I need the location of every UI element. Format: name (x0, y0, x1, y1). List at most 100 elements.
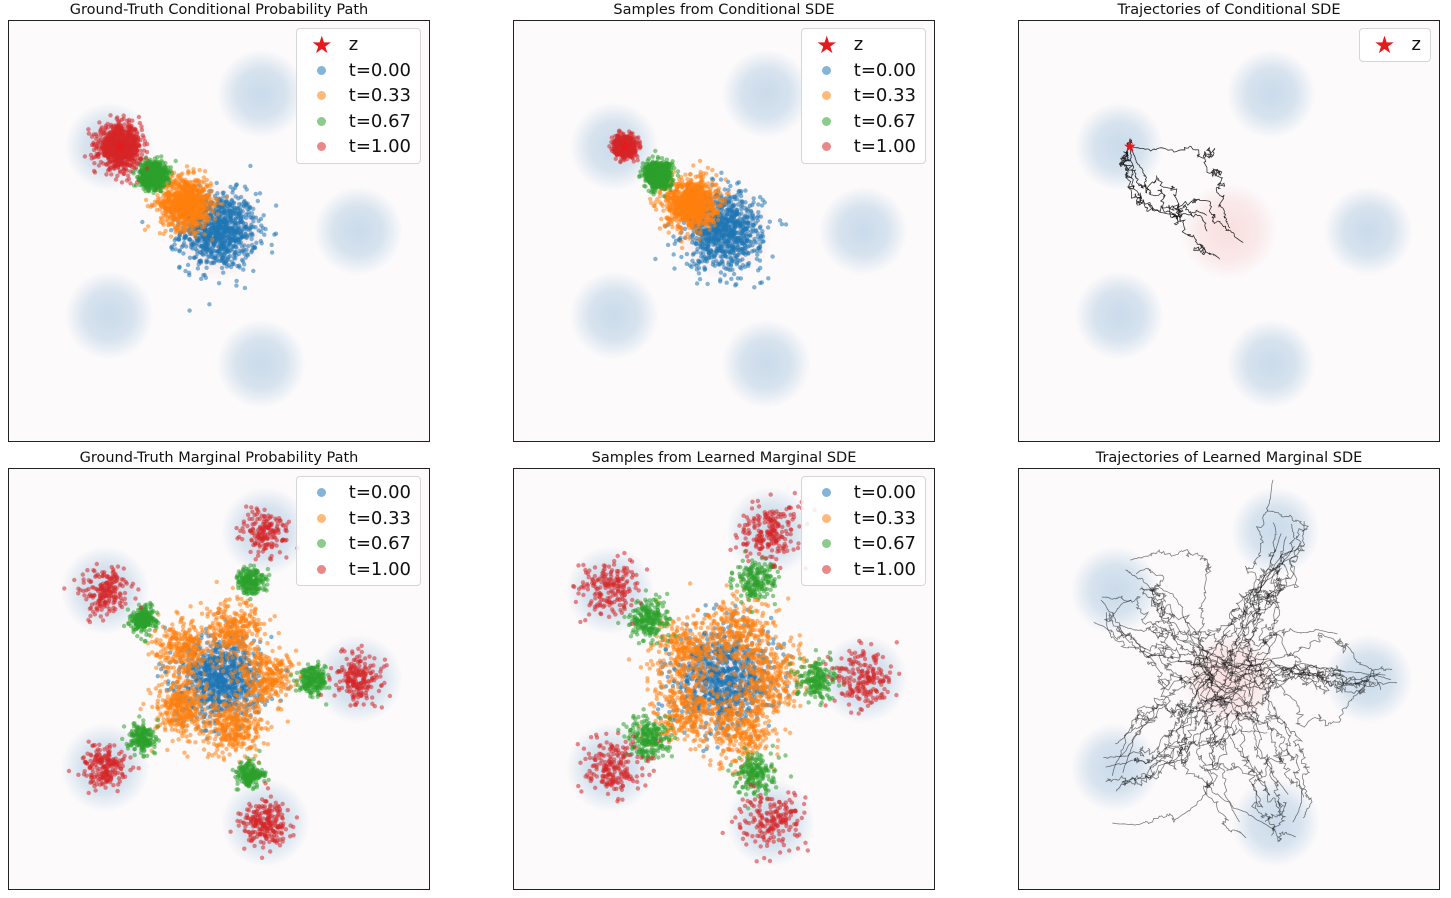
scatter-point (234, 182, 239, 187)
scatter-point (761, 239, 766, 244)
scatter-point (169, 201, 174, 206)
scatter-point (228, 202, 233, 207)
scatter-point (204, 195, 209, 200)
scatter-point (212, 255, 217, 261)
scatter-point (220, 255, 226, 260)
scatter-point (163, 160, 168, 166)
scatter-point (192, 255, 197, 260)
scatter-point (199, 276, 204, 281)
scatter-point (220, 219, 225, 225)
scatter-point (249, 248, 255, 253)
scatter-point (759, 280, 764, 285)
scatter-point (259, 223, 264, 228)
scatter-point (245, 234, 250, 239)
scatter-point (726, 187, 731, 193)
scatter-point (95, 134, 100, 139)
scatter-point (143, 197, 149, 203)
scatter-point (161, 194, 166, 199)
target-mode-density (216, 319, 306, 409)
scatter-point (235, 206, 241, 211)
scatter-point (736, 218, 741, 223)
scatter-point (700, 241, 705, 247)
scatter-point (199, 250, 204, 255)
scatter-point (124, 178, 130, 183)
scatter-point (114, 125, 120, 130)
scatter-point (204, 177, 209, 183)
data-layer (607, 128, 789, 290)
scatter-point (735, 181, 740, 186)
scatter-point (197, 167, 202, 173)
scatter-point (108, 167, 113, 172)
scatter-point (107, 135, 113, 141)
scatter-point (92, 141, 97, 147)
legend-item-t2: t=0.67 (305, 109, 411, 135)
scatter-point (221, 270, 226, 275)
scatter-point (212, 201, 217, 206)
scatter-point (89, 156, 95, 161)
scatter-point (171, 191, 176, 196)
scatter-point (174, 190, 179, 196)
scatter-point (653, 207, 659, 212)
scatter-point (187, 237, 192, 242)
scatter-point (169, 171, 175, 176)
scatter-point (186, 199, 191, 204)
scatter-point (187, 230, 192, 235)
scatter-point (116, 152, 121, 157)
scatter-point (191, 185, 196, 190)
scatter-point (159, 203, 164, 209)
scatter-point (137, 170, 142, 175)
scatter-point (109, 152, 115, 157)
scatter-point (172, 242, 177, 247)
panel-gt-conditional: Ground-Truth Conditional Probability Pat… (8, 0, 430, 442)
scatter-point (121, 133, 126, 138)
scatter-point (748, 233, 753, 238)
scatter-point (226, 234, 231, 240)
scatter-point (191, 218, 196, 224)
scatter-point (258, 216, 264, 222)
scatter-point (157, 231, 163, 236)
scatter-point (232, 221, 238, 226)
scatter-point (157, 196, 162, 201)
scatter-point (117, 119, 122, 124)
scatter-point (712, 252, 718, 258)
scatter-point (705, 165, 711, 171)
scatter-point (648, 196, 653, 202)
scatter-point (227, 253, 233, 259)
scatter-point (705, 238, 710, 243)
scatter-point (752, 285, 757, 290)
scatter-point (224, 195, 229, 200)
scatter-point (249, 236, 254, 242)
scatter-point (683, 172, 688, 177)
scatter-point (710, 167, 715, 173)
scatter-point (240, 244, 245, 249)
scatter-point (216, 281, 222, 286)
target-mode-density (313, 186, 403, 276)
scatter-point (166, 180, 172, 186)
scatter-point (129, 161, 135, 167)
scatter-point (166, 190, 171, 196)
scatter-point (104, 172, 109, 177)
scatter-point (705, 281, 710, 287)
scatter-point (121, 171, 127, 176)
scatter-point (102, 153, 108, 158)
scatter-point (190, 223, 195, 228)
scatter-point (172, 237, 177, 243)
scatter-point (133, 138, 138, 143)
scatter-point (742, 219, 747, 224)
scatter-point (759, 203, 765, 208)
scatter-point (238, 215, 244, 220)
scatter-point (92, 161, 97, 166)
scatter-point (178, 214, 183, 219)
scatter-point (97, 120, 102, 125)
target-mode-density (64, 271, 154, 360)
scatter-point (139, 124, 144, 129)
scatter-point (131, 183, 137, 188)
scatter-point (718, 177, 724, 182)
scatter-point (183, 268, 188, 274)
scatter-point (208, 188, 213, 193)
scatter-point (241, 267, 246, 272)
scatter-point (140, 219, 145, 225)
scatter-point (136, 114, 142, 120)
scatter-point (729, 276, 734, 281)
scatter-point (177, 265, 182, 270)
